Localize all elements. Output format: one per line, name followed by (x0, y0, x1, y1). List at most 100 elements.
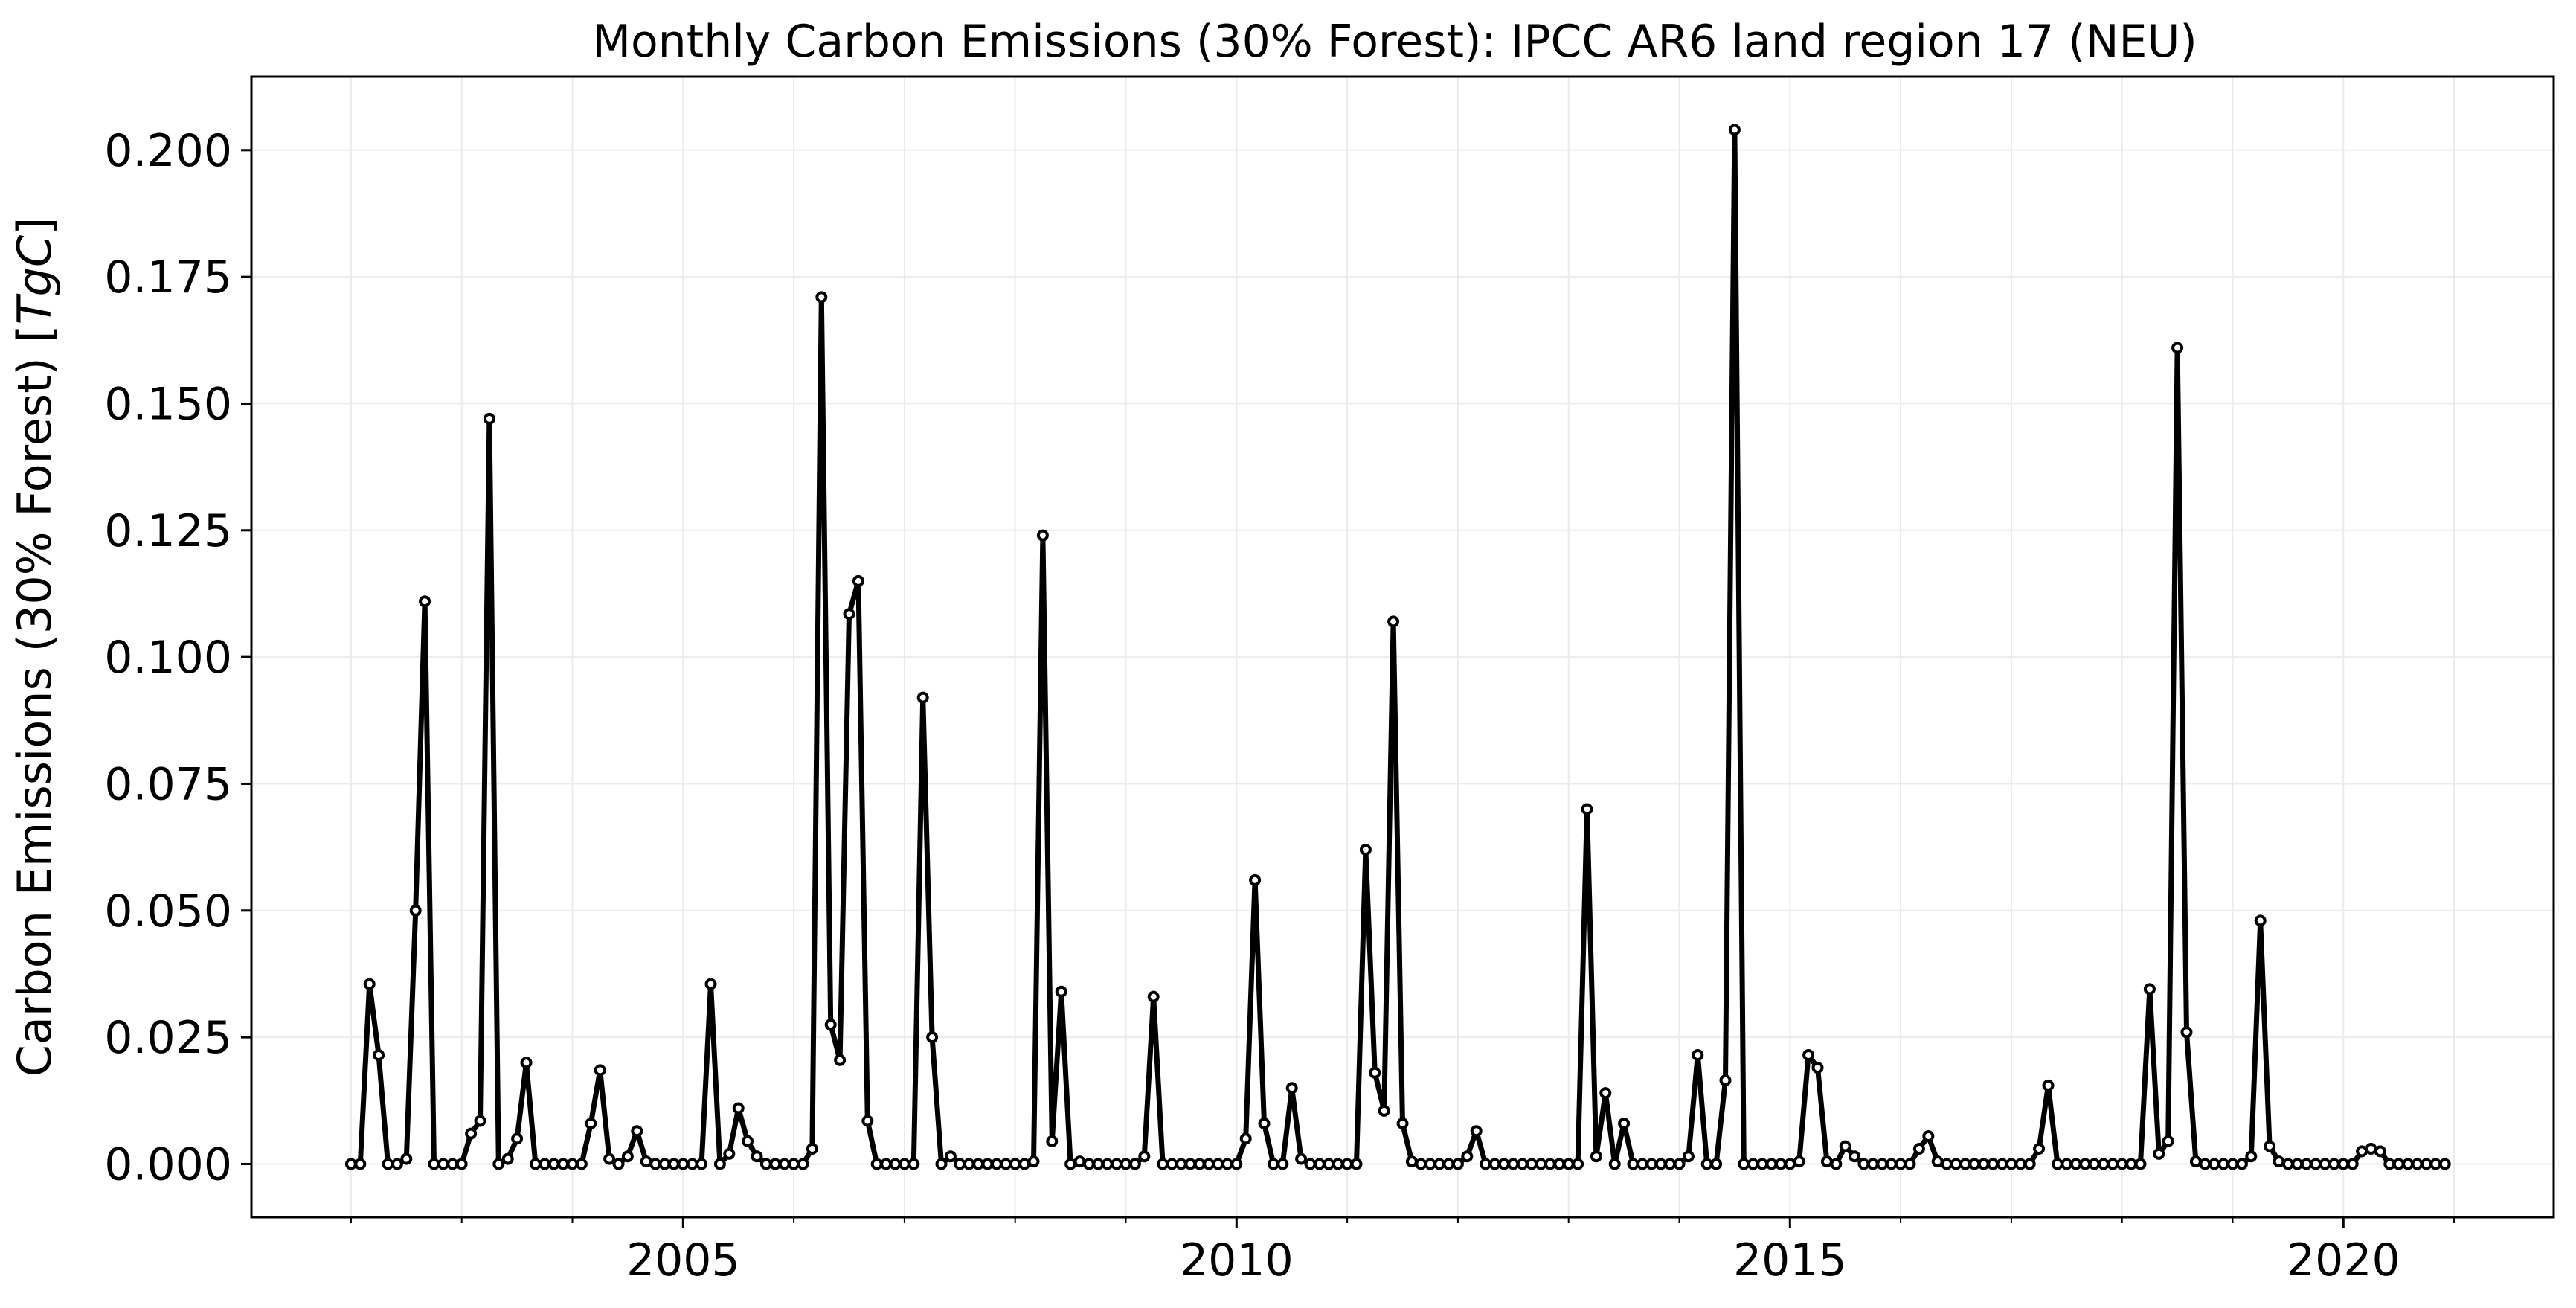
data-point (1092, 1158, 1105, 1170)
data-point (1101, 1158, 1114, 1170)
data-point (1765, 1158, 1778, 1170)
data-point (1073, 1155, 1086, 1168)
data-point (1470, 1125, 1483, 1138)
data-point (889, 1158, 902, 1170)
data-point (1193, 1158, 1206, 1170)
data-point (2235, 1158, 2248, 1170)
data-point (2134, 1158, 2147, 1170)
x-tick-label: 2010 (1180, 1234, 1294, 1286)
data-point (465, 1127, 478, 1140)
data-point (2374, 1145, 2386, 1158)
y-tick-label: 0.025 (104, 1012, 232, 1064)
data-point (1544, 1158, 1556, 1170)
data-point (944, 1150, 957, 1163)
y-axis-label-unit: TgC (7, 234, 62, 324)
data-point (492, 1158, 505, 1170)
data-point (2079, 1158, 2092, 1170)
data-point (861, 1115, 874, 1127)
data-point (1857, 1158, 1870, 1170)
data-point (2264, 1140, 2276, 1152)
data-point (437, 1158, 449, 1170)
data-point (852, 574, 864, 587)
data-point (2153, 1147, 2165, 1160)
data-point (474, 1115, 486, 1127)
data-point (1166, 1158, 1178, 1170)
data-point (640, 1155, 652, 1168)
data-point (2291, 1158, 2304, 1170)
plot-area-frame (250, 75, 2555, 1219)
data-point (1405, 1155, 1418, 1168)
data-point (1249, 873, 1262, 886)
data-point (815, 291, 828, 304)
chart-title: Monthly Carbon Emissions (30% Forest): I… (592, 16, 2197, 68)
data-point (1941, 1158, 1953, 1170)
data-point (373, 1049, 385, 1061)
data-point (428, 1158, 440, 1170)
data-point (1507, 1158, 1520, 1170)
data-point (1895, 1158, 1907, 1170)
data-point (1203, 1158, 1215, 1170)
data-point (1996, 1158, 2008, 1170)
data-point (520, 1057, 533, 1069)
data-point (667, 1158, 680, 1170)
data-point (1654, 1158, 1667, 1170)
data-point (539, 1158, 551, 1170)
data-point (1618, 1118, 1631, 1129)
data-point (1036, 529, 1049, 542)
data-point (501, 1152, 514, 1165)
data-point (1323, 1158, 1335, 1170)
y-tick-label: 0.000 (104, 1138, 232, 1190)
data-point (806, 1143, 818, 1155)
data-point (1184, 1158, 1197, 1170)
data-point (696, 1158, 708, 1170)
data-point (1849, 1150, 1861, 1163)
data-point (1359, 844, 1372, 856)
data-point (344, 1158, 357, 1170)
data-point (529, 1158, 542, 1170)
data-point (409, 904, 422, 917)
data-point (2392, 1158, 2405, 1170)
data-point (2023, 1158, 2036, 1170)
data-point (1931, 1155, 1944, 1168)
data-point (1451, 1158, 1464, 1170)
data-point (1332, 1158, 1344, 1170)
data-point (631, 1125, 643, 1138)
data-point (880, 1158, 893, 1170)
data-point (1000, 1158, 1012, 1170)
data-point (1774, 1158, 1787, 1170)
data-point (1590, 1150, 1602, 1163)
data-point (2061, 1158, 2073, 1170)
data-point (1636, 1158, 1648, 1170)
data-point (2281, 1158, 2294, 1170)
data-point (742, 1135, 754, 1147)
data-point (2088, 1158, 2101, 1170)
data-point (1285, 1082, 1298, 1094)
marker-group (344, 124, 2451, 1170)
data-point (751, 1150, 763, 1163)
data-point (1866, 1158, 1879, 1170)
data-point (1562, 1158, 1575, 1170)
data-point (1950, 1158, 1962, 1170)
data-point (963, 1158, 975, 1170)
data-point (2042, 1079, 2055, 1091)
data-point (2069, 1158, 2082, 1170)
data-point (1267, 1158, 1279, 1170)
data-point (1922, 1130, 1935, 1142)
data-point (1295, 1152, 1308, 1165)
axis-ticks: 2005 2010 2015 2020 0.000 0.025 0.050 0.075 0.10… (104, 125, 2455, 1286)
data-point (1700, 1158, 1713, 1170)
data-point (1959, 1158, 1971, 1170)
data-point (686, 1158, 698, 1170)
data-point (1230, 1158, 1243, 1170)
data-point (2226, 1158, 2239, 1170)
data-point (1581, 803, 1593, 815)
data-point (400, 1152, 413, 1165)
data-point (483, 412, 495, 425)
data-point (2402, 1158, 2415, 1170)
data-point (382, 1158, 394, 1170)
data-point (788, 1158, 800, 1170)
data-point (870, 1158, 883, 1170)
data-point (2116, 1158, 2128, 1170)
data-point (2356, 1145, 2368, 1158)
